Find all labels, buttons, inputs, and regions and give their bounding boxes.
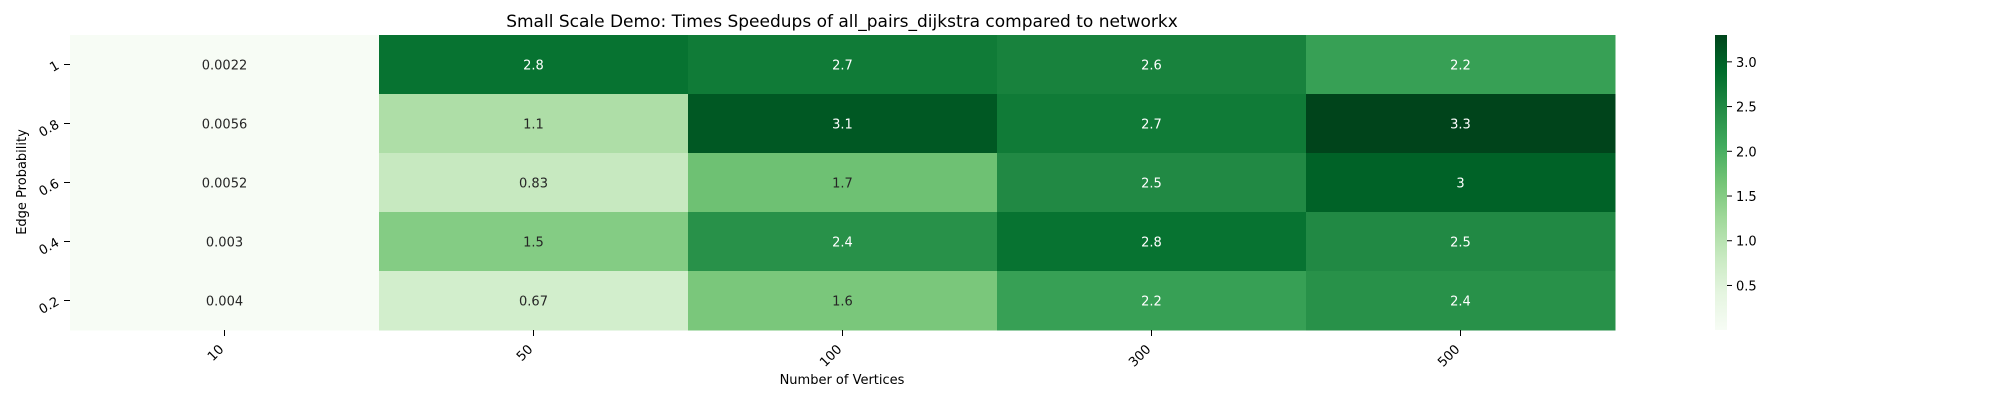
heatmap-cell (997, 94, 1307, 154)
colorbar-tick-label: 2.5 (1736, 101, 1757, 116)
heatmap-cell (379, 35, 689, 95)
cell-value-label: 0.83 (519, 177, 548, 192)
heatmap-cell (379, 212, 689, 272)
cell-value-label: 2.8 (523, 59, 544, 74)
heatmap-cell (70, 35, 380, 95)
cell-value-label: 2.4 (1450, 295, 1471, 310)
heatmap-cell (688, 271, 998, 331)
cell-value-label: 2.4 (832, 236, 853, 251)
heatmap-cell (1306, 153, 1616, 213)
cell-value-label: 1.6 (832, 295, 853, 310)
cell-value-label: 3.1 (832, 118, 853, 133)
y-tick-label: 0.8 (37, 117, 62, 140)
cell-value-label: 0.004 (206, 295, 243, 310)
heatmap-cell (997, 153, 1307, 213)
x-tick-label: 10 (205, 342, 227, 364)
heatmap-cell (379, 153, 689, 213)
cell-value-label: 1.5 (523, 236, 544, 251)
y-tick-label: 0.4 (37, 235, 62, 258)
cell-value-label: 2.8 (1141, 236, 1162, 251)
heatmap-cell (688, 212, 998, 272)
heatmap-cell (688, 94, 998, 154)
cell-value-label: 0.003 (206, 236, 243, 251)
x-tick-label: 500 (1435, 342, 1463, 370)
colorbar-gradient (1715, 35, 1727, 330)
heatmap-cell (70, 271, 380, 331)
cell-value-label: 1.1 (523, 118, 544, 133)
cell-value-label: 3.3 (1450, 118, 1471, 133)
cell-value-label: 2.5 (1141, 177, 1162, 192)
heatmap-cell (70, 212, 380, 272)
heatmap-cell (997, 35, 1307, 95)
x-tick-label: 50 (514, 342, 536, 364)
cell-value-label: 2.5 (1450, 236, 1471, 251)
y-axis-label: Edge Probability (15, 129, 30, 235)
heatmap-cell (688, 153, 998, 213)
colorbar-tick-label: 2.0 (1736, 145, 1757, 160)
heatmap-cells: 0.0022 2.8 2.7 2.6 2.2 0.0056 1.1 3.1 2.7 3.3 0.00… (70, 35, 1616, 331)
cell-value-label: 3 (1456, 177, 1464, 192)
cell-value-label: 0.67 (519, 295, 548, 310)
y-tick-label: 0.2 (37, 294, 62, 317)
heatmap-cell (688, 35, 998, 95)
heatmap-cell (997, 212, 1307, 272)
y-tick-label: 1 (47, 58, 62, 75)
x-tick-label: 300 (1126, 342, 1154, 370)
cell-value-label: 2.6 (1141, 59, 1162, 74)
heatmap-cell (1306, 212, 1616, 272)
cell-value-label: 2.2 (1450, 59, 1471, 74)
cell-value-label: 0.0056 (202, 118, 248, 133)
cell-value-label: 1.7 (832, 177, 853, 192)
colorbar-tick-label: 1.5 (1736, 190, 1757, 205)
y-tick-label: 0.6 (37, 176, 62, 199)
cell-value-label: 2.7 (1141, 118, 1162, 133)
heatmap-cell (70, 94, 380, 154)
colorbar-tick-label: 3.0 (1736, 56, 1757, 71)
heatmap-cell (379, 271, 689, 331)
heatmap-cell (997, 271, 1307, 331)
colorbar-tick-label: 1.0 (1736, 235, 1757, 250)
heatmap-cell (1306, 94, 1616, 154)
cell-value-label: 2.7 (832, 59, 853, 74)
cell-value-label: 0.0022 (202, 59, 248, 74)
colorbar-ticks: 0.5 1.0 1.5 2.0 2.5 3.0 (1727, 56, 1757, 294)
heatmap-cell (70, 153, 380, 213)
x-tick-label: 100 (817, 342, 845, 370)
cell-value-label: 0.0052 (202, 177, 248, 192)
y-axis-ticks: 1 0.8 0.6 0.4 0.2 (37, 58, 70, 318)
heatmap-cell (1306, 271, 1616, 331)
x-axis-label: Number of Vertices (780, 373, 905, 388)
heatmap-cell (379, 94, 689, 154)
x-axis-ticks: 10 50 100 300 500 (205, 330, 1463, 370)
colorbar-tick-label: 0.5 (1736, 279, 1757, 294)
colorbar: 0.5 1.0 1.5 2.0 2.5 3.0 (1715, 35, 1757, 330)
heatmap-cell (1306, 35, 1616, 95)
chart-title: Small Scale Demo: Times Speedups of all_… (506, 12, 1178, 32)
cell-value-label: 2.2 (1141, 295, 1162, 310)
